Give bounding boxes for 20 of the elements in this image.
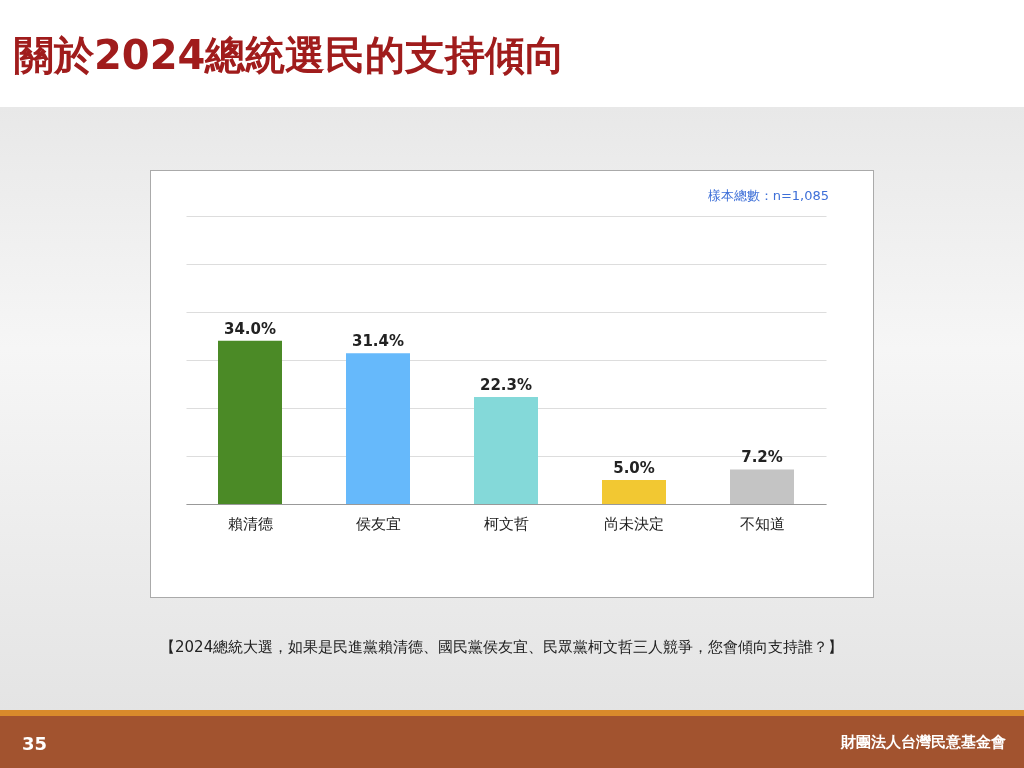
x-tick-label: 柯文哲 — [483, 514, 529, 533]
text: 【2024總統大選，如果是民進黨賴清德、國民黨侯友宜、民眾黨柯文哲三人競爭，您會傾向支持誰？】 — [160, 637, 845, 658]
x-tick-label: 不知道 — [739, 514, 785, 533]
bar — [218, 340, 282, 504]
chart-title: 關於2024總統選民的支持傾向 — [14, 31, 566, 80]
data-label: 5.0% — [613, 459, 655, 477]
data-label: 22.3% — [479, 375, 533, 394]
chart-subtitle: 樣本總數：n=1,085 — [707, 187, 829, 205]
data-label: 34.0% — [223, 319, 277, 338]
data-label: 7.2% — [741, 448, 783, 467]
x-tick-label: 侯友宜 — [355, 514, 401, 533]
bar — [730, 469, 794, 504]
bar — [602, 480, 666, 504]
text: 35 — [22, 733, 48, 754]
text: 財團法人台灣民意基金會 — [841, 733, 1006, 752]
x-tick-label: 賴清德 — [227, 514, 273, 533]
bar — [346, 353, 410, 504]
bar — [474, 396, 538, 504]
x-tick-label: 尚未決定 — [604, 514, 664, 533]
data-label: 31.4% — [351, 332, 405, 351]
